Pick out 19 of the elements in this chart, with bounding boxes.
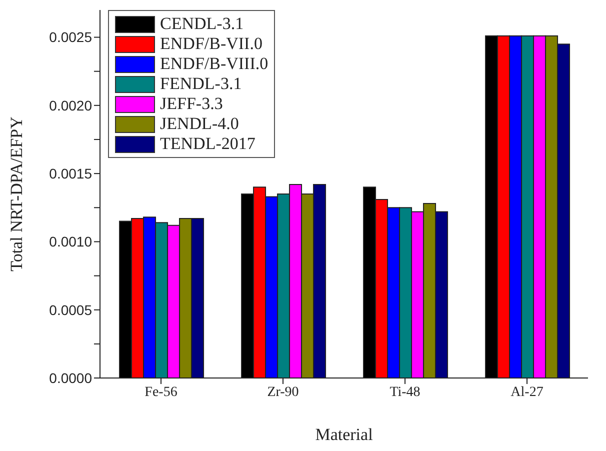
legend-label: ENDF/B-VIII.0 — [160, 54, 268, 74]
x-tick-label: Fe-56 — [144, 384, 178, 400]
legend-label: ENDF/B-VII.0 — [160, 34, 262, 54]
x-axis-title: Material — [315, 425, 374, 444]
y-tick-label: 0.0025 — [49, 29, 92, 46]
y-tick-label: 0.0020 — [49, 97, 92, 114]
y-tick-label: 0.0010 — [49, 234, 92, 250]
legend-label: JENDL-4.0 — [160, 114, 239, 134]
x-tick-label: Al-27 — [510, 384, 544, 400]
legend-label: JEFF-3.3 — [160, 94, 223, 114]
legend-label: CENDL-3.1 — [160, 14, 244, 34]
y-tick-label: 0.0000 — [49, 370, 92, 386]
x-tick-label: Zr-90 — [267, 384, 299, 400]
x-tick-label: Ti-48 — [390, 384, 420, 400]
legend-label: FENDL-3.1 — [160, 74, 242, 94]
y-tick-label: 0.0005 — [49, 302, 92, 318]
legend-label: TENDL-2017 — [160, 134, 256, 154]
y-axis-title: Total NRT-DPA/EFPY — [7, 116, 26, 272]
y-tick-label: 0.0015 — [49, 166, 92, 182]
